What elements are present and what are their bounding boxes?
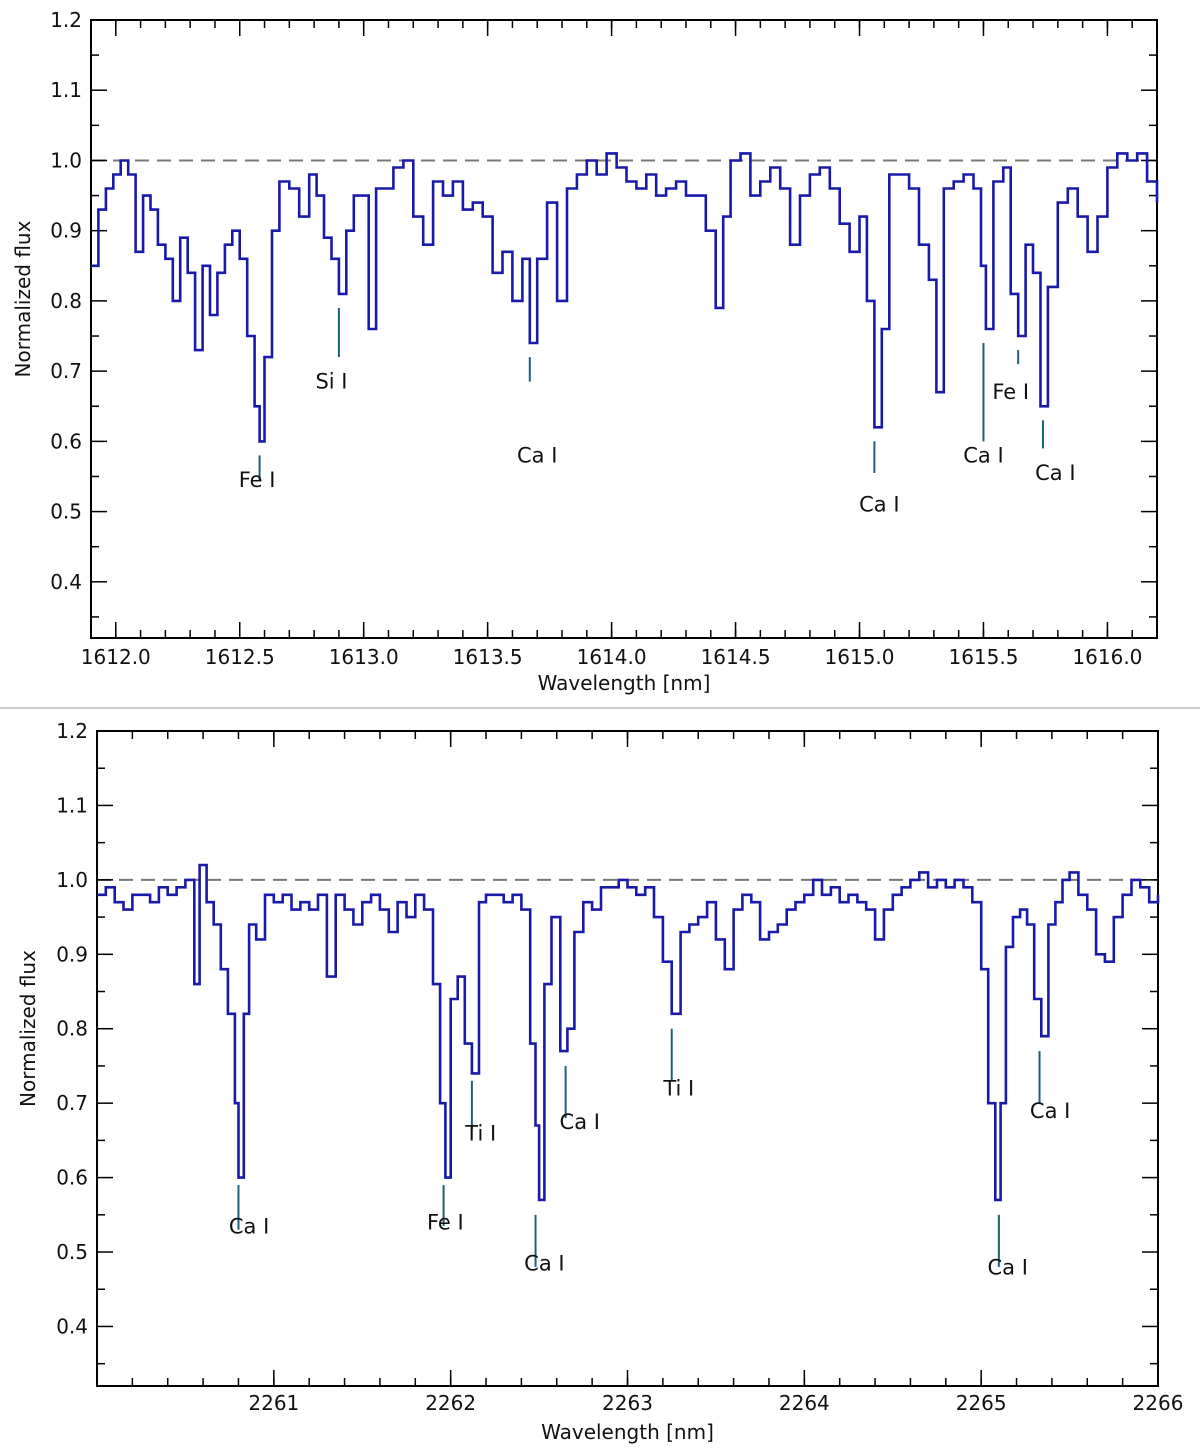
y-tick-label: 0.5: [56, 1240, 88, 1264]
x-tick-label: 2263: [602, 1391, 653, 1415]
x-tick-label: 2266: [1133, 1391, 1184, 1415]
line-label: Ca I: [524, 1252, 564, 1276]
x-tick-label: 1612.0: [81, 645, 151, 669]
y-tick-label: 0.8: [56, 1017, 88, 1041]
line-label: Ca I: [229, 1214, 269, 1238]
y-tick-label: 0.9: [56, 942, 88, 966]
y-axis-label: Normalized flux: [16, 950, 40, 1107]
y-tick-label: 1.1: [50, 78, 82, 102]
line-label: Ca I: [517, 443, 557, 467]
y-tick-label: 0.8: [50, 289, 82, 313]
plot-frame: [90, 19, 1158, 639]
x-tick-label: 1615.5: [948, 645, 1018, 669]
line-label: Ti I: [464, 1121, 496, 1145]
x-tick-label: 1612.5: [205, 645, 275, 669]
line-label: Ca I: [859, 493, 899, 517]
line-label: Ca I: [1030, 1099, 1070, 1123]
x-tick-label: 1613.5: [453, 645, 523, 669]
spectrum-series: [97, 863, 1160, 1202]
line-label: Ca I: [1035, 461, 1075, 485]
x-tick-label: 1613.0: [329, 645, 399, 669]
x-tick-label: 2262: [425, 1391, 476, 1415]
y-axis-label: Normalized flux: [11, 220, 35, 377]
spectrum-series: [91, 152, 1159, 443]
x-axis-label: Wavelength [nm]: [541, 1420, 714, 1444]
x-tick-label: 2261: [248, 1391, 299, 1415]
line-label: Ca I: [987, 1255, 1027, 1279]
bottom-panel: 0.4 0.5 0.6 0.7 0.8 0.9 1.0 1.1 1.2 2261 2262 2263 2…: [16, 719, 1183, 1444]
line-label: Si I: [315, 370, 347, 394]
y-tick-label: 1.2: [56, 719, 88, 743]
y-tick-label: 1.1: [56, 793, 88, 817]
line-label: Ti I: [662, 1077, 694, 1101]
y-tick-label: 0.4: [56, 1314, 88, 1338]
x-tick-label: 2265: [956, 1391, 1007, 1415]
y-tick-label: 0.7: [56, 1091, 88, 1115]
y-tick-label: 0.6: [50, 429, 82, 453]
line-label: Fe I: [239, 468, 276, 492]
y-tick-label: 0.4: [50, 570, 82, 594]
x-tick-label: 1615.0: [825, 645, 895, 669]
line-label: Fe I: [992, 380, 1029, 404]
y-tick-label: 0.6: [56, 1166, 88, 1190]
line-label: Ca I: [560, 1110, 600, 1134]
y-tick-label: 1.0: [56, 868, 88, 892]
x-tick-label: 1614.5: [701, 645, 771, 669]
x-axis-label: Wavelength [nm]: [538, 671, 711, 695]
top-panel: 0.4 0.5 0.6 0.7 0.8 0.9 1.0 1.1 1.2 1612.0 1612.5 1…: [11, 8, 1159, 695]
x-tick-label: 1616.0: [1072, 645, 1142, 669]
line-label: Fe I: [427, 1211, 464, 1235]
y-tick-label: 1.0: [50, 148, 82, 172]
line-label: Ca I: [963, 443, 1003, 467]
y-tick-label: 0.9: [50, 219, 82, 243]
y-tick-label: 0.5: [50, 500, 82, 524]
y-tick-label: 1.2: [50, 8, 82, 32]
y-tick-label: 0.7: [50, 359, 82, 383]
x-tick-label: 1614.0: [577, 645, 647, 669]
x-tick-label: 2264: [779, 1391, 830, 1415]
plot-frame: [96, 730, 1159, 1387]
